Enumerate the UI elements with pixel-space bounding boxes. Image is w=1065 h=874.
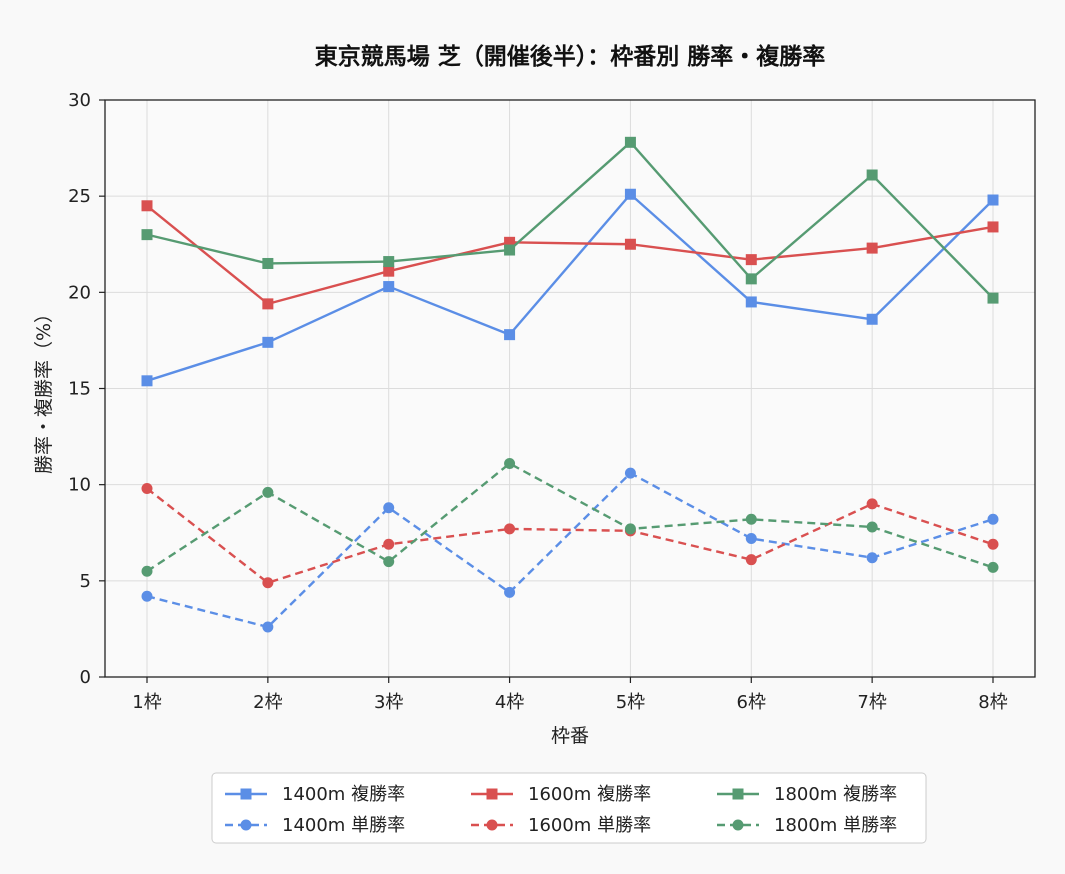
- data-point: [383, 502, 395, 514]
- y-tick-label: 10: [68, 475, 91, 496]
- legend-label: 1600m 単勝率: [528, 815, 651, 836]
- data-point: [141, 590, 153, 602]
- legend-marker: [732, 788, 744, 800]
- data-point: [866, 521, 878, 533]
- data-point: [504, 244, 516, 256]
- chart-title: 東京競馬場 芝（開催後半）：枠番別 勝率・複勝率: [315, 43, 826, 70]
- series-line: [146, 193, 994, 382]
- data-point: [262, 486, 274, 498]
- data-point: [745, 254, 757, 266]
- data-point: [504, 586, 516, 598]
- data-point: [624, 238, 636, 250]
- y-tick-label: 5: [80, 571, 91, 592]
- data-point: [987, 538, 999, 550]
- legend-label: 1800m 複勝率: [774, 784, 897, 805]
- x-tick-label: 6枠: [737, 692, 766, 713]
- series-line: [146, 204, 994, 306]
- x-tick-label: 7枠: [857, 692, 886, 713]
- data-point: [624, 188, 636, 200]
- data-point: [624, 136, 636, 148]
- y-tick-label: 25: [68, 186, 91, 207]
- x-tick-label: 1枠: [132, 692, 161, 713]
- data-point: [866, 242, 878, 254]
- data-point: [624, 523, 636, 535]
- data-point: [262, 577, 274, 589]
- data-point: [987, 221, 999, 233]
- legend-marker: [240, 788, 252, 800]
- data-point: [262, 257, 274, 269]
- y-tick-label: 20: [68, 282, 91, 303]
- legend-marker: [486, 788, 498, 800]
- data-point: [745, 296, 757, 308]
- x-tick-label: 5枠: [616, 692, 645, 713]
- data-point: [141, 375, 153, 387]
- data-point: [141, 200, 153, 212]
- x-axis-label: 枠番: [551, 725, 589, 747]
- data-point: [383, 256, 395, 268]
- data-point: [987, 194, 999, 206]
- x-tick-label: 4枠: [495, 692, 524, 713]
- data-point: [624, 467, 636, 479]
- legend-label: 1600m 複勝率: [528, 784, 651, 805]
- x-tick-label: 3枠: [374, 692, 403, 713]
- data-point: [745, 273, 757, 285]
- data-point: [504, 236, 516, 248]
- y-tick-label: 0: [80, 667, 91, 688]
- series-line: [146, 141, 994, 299]
- data-point: [987, 292, 999, 304]
- data-point: [141, 483, 153, 495]
- data-point: [504, 458, 516, 470]
- legend-label: 1400m 単勝率: [282, 815, 405, 836]
- data-point: [866, 313, 878, 325]
- data-point: [383, 281, 395, 293]
- x-tick-label: 2枠: [253, 692, 282, 713]
- data-point: [866, 498, 878, 510]
- data-point: [141, 229, 153, 241]
- data-point: [745, 554, 757, 566]
- series-line: [146, 487, 994, 584]
- legend-marker: [732, 819, 744, 831]
- data-point: [866, 552, 878, 564]
- data-point: [262, 336, 274, 348]
- plot-frame: [104, 99, 1036, 678]
- data-point: [987, 561, 999, 573]
- data-point: [504, 329, 516, 341]
- legend-marker: [486, 819, 498, 831]
- data-point: [383, 538, 395, 550]
- series-line: [146, 471, 994, 629]
- data-point: [383, 556, 395, 568]
- series-line: [146, 462, 994, 573]
- y-tick-label: 15: [68, 379, 91, 400]
- legend-marker: [240, 819, 252, 831]
- y-axis-label: 勝率・複勝率（%）: [33, 304, 55, 474]
- x-tick-label: 8枠: [978, 692, 1007, 713]
- legend-label: 1800m 単勝率: [774, 815, 897, 836]
- plot-area: 0 5 10 15 20 25 30 1枠 2枠 3枠 4枠 5枠 6枠 7枠 8枠: [68, 90, 1036, 713]
- data-point: [745, 533, 757, 545]
- data-point: [745, 513, 757, 525]
- legend: 1400m 複勝率 1400m 単勝率 1600m 複勝率 1600m 単勝率 1800…: [211, 772, 927, 844]
- legend-label: 1400m 複勝率: [282, 784, 405, 805]
- data-point: [987, 513, 999, 525]
- data-point: [866, 169, 878, 181]
- data-point: [141, 565, 153, 577]
- y-tick-label: 30: [68, 90, 91, 111]
- data-point: [504, 523, 516, 535]
- data-point: [262, 621, 274, 633]
- data-point: [262, 298, 274, 310]
- data-point: [383, 265, 395, 277]
